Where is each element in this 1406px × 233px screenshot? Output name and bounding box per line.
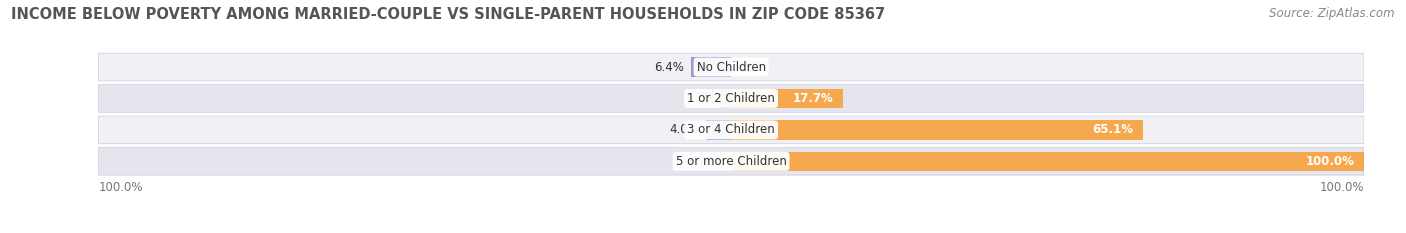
FancyBboxPatch shape — [98, 53, 1364, 81]
Text: 1.7%: 1.7% — [685, 92, 714, 105]
FancyBboxPatch shape — [98, 85, 1364, 112]
Text: 100.0%: 100.0% — [1319, 181, 1364, 194]
Bar — [720, 89, 731, 108]
Text: 17.7%: 17.7% — [793, 92, 834, 105]
Bar — [706, 120, 731, 140]
Text: 6.4%: 6.4% — [654, 61, 685, 74]
Bar — [690, 57, 731, 77]
Bar — [731, 120, 1143, 140]
Text: 0.0%: 0.0% — [737, 61, 768, 74]
Text: 5 or more Children: 5 or more Children — [676, 155, 786, 168]
Text: No Children: No Children — [696, 61, 766, 74]
FancyBboxPatch shape — [98, 147, 1364, 175]
Text: 0.0%: 0.0% — [695, 155, 725, 168]
Text: 100.0%: 100.0% — [98, 181, 143, 194]
Text: 3 or 4 Children: 3 or 4 Children — [688, 123, 775, 136]
Bar — [731, 89, 844, 108]
FancyBboxPatch shape — [98, 116, 1364, 144]
Text: INCOME BELOW POVERTY AMONG MARRIED-COUPLE VS SINGLE-PARENT HOUSEHOLDS IN ZIP COD: INCOME BELOW POVERTY AMONG MARRIED-COUPL… — [11, 7, 886, 22]
Text: 65.1%: 65.1% — [1092, 123, 1133, 136]
Text: 100.0%: 100.0% — [1305, 155, 1354, 168]
Text: 4.0%: 4.0% — [669, 123, 699, 136]
Text: 1 or 2 Children: 1 or 2 Children — [688, 92, 775, 105]
Text: Source: ZipAtlas.com: Source: ZipAtlas.com — [1270, 7, 1395, 20]
Bar — [731, 152, 1364, 171]
